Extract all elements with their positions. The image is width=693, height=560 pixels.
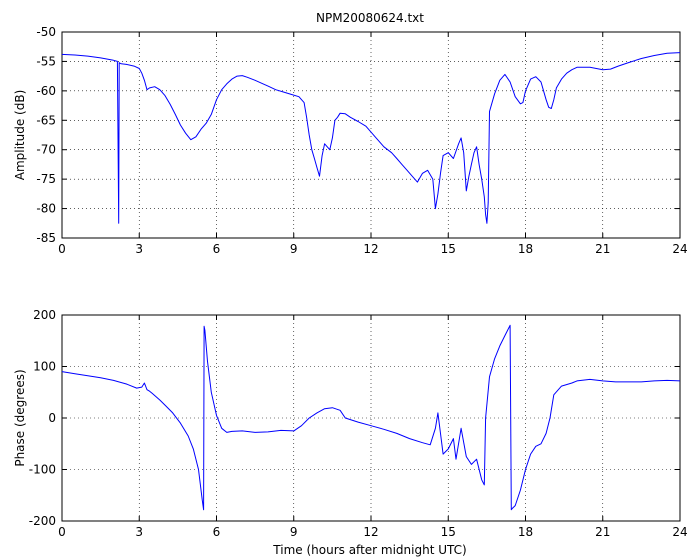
- x-tick-label: 0: [58, 525, 66, 539]
- plot-area: [61, 31, 681, 239]
- y-tick-label: -100: [29, 463, 56, 477]
- y-tick-label: -60: [36, 84, 56, 98]
- y-tick-label: 100: [33, 360, 56, 374]
- x-tick-label: 24: [672, 242, 687, 256]
- x-tick-label: 18: [518, 242, 533, 256]
- y-tick-label: 200: [33, 308, 56, 322]
- series-line: [61, 52, 681, 224]
- x-tick-label: 3: [135, 525, 143, 539]
- x-tick-label: 15: [441, 525, 456, 539]
- phase-plot: 0 3 6 9 12 15 18 21 24 -200 -100 0 100 200 Phase (degr…: [13, 308, 688, 539]
- x-tick-label: 0: [58, 242, 66, 256]
- chart-title: NPM20080624.txt: [316, 11, 424, 25]
- y-axis-label: Phase (degrees): [13, 369, 27, 466]
- y-tick-label: -55: [36, 54, 56, 68]
- x-tick-label: 15: [441, 242, 456, 256]
- series-line: [61, 324, 681, 511]
- y-tick-label: 0: [48, 411, 56, 425]
- y-tick-label: -70: [36, 143, 56, 157]
- x-tick-label: 6: [213, 525, 221, 539]
- y-tick-label: -50: [36, 25, 56, 39]
- x-tick-label: 12: [363, 525, 378, 539]
- x-tick-label: 24: [672, 525, 687, 539]
- x-tick-label: 6: [213, 242, 221, 256]
- x-tick-label: 18: [518, 525, 533, 539]
- y-tick-label: -85: [36, 231, 56, 245]
- y-tick-label: -65: [36, 113, 56, 127]
- x-tick-label: 21: [595, 525, 610, 539]
- x-tick-label: 9: [290, 242, 298, 256]
- y-tick-label: -80: [36, 202, 56, 216]
- amplitude-plot: 0 3 6 9 12 15 18 21 24 -85 -80 -75 -70 -65 -60 -55 -50 Am…: [13, 25, 688, 256]
- y-axis-label: Amplitude (dB): [13, 90, 27, 181]
- x-tick-label: 3: [135, 242, 143, 256]
- x-tick-label: 21: [595, 242, 610, 256]
- x-tick-label: 12: [363, 242, 378, 256]
- y-tick-label: -75: [36, 172, 56, 186]
- x-tick-label: 9: [290, 525, 298, 539]
- x-axis-label: Time (hours after midnight UTC): [272, 543, 466, 557]
- y-tick-label: -200: [29, 514, 56, 528]
